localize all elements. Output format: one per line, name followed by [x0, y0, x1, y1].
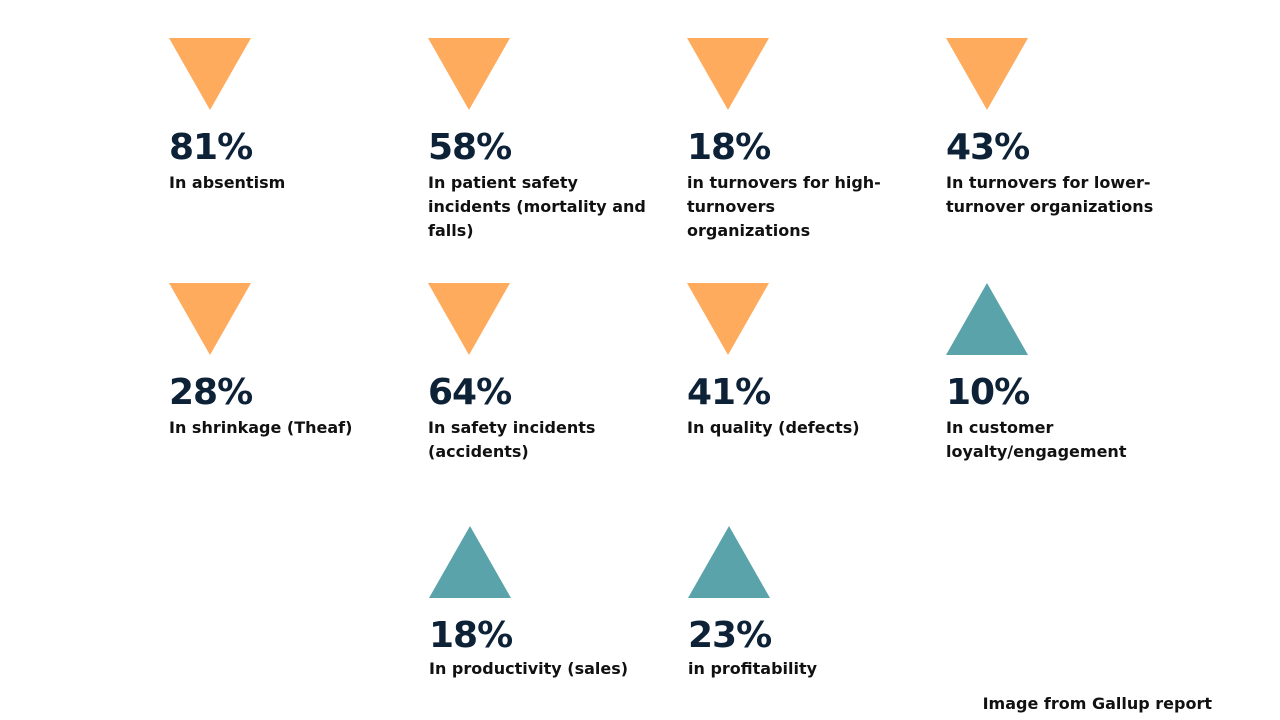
- stat-shrinkage: 28% In shrinkage (Theaf): [169, 283, 419, 437]
- stat-percent: 58%: [428, 127, 512, 168]
- stat-label: In productivity (sales): [429, 659, 629, 678]
- down-triangle-icon: [169, 283, 251, 355]
- stat-percent: 43%: [946, 127, 1030, 168]
- stat-label: In quality (defects): [687, 418, 860, 437]
- stat-absenteeism: 81% In absentism: [169, 38, 419, 192]
- stat-percent: 10%: [946, 372, 1030, 413]
- stat-label: in profitability: [688, 659, 818, 678]
- source-credit: Image from Gallup report: [982, 694, 1212, 713]
- down-triangle-icon: [687, 283, 769, 355]
- stat-label: In turnovers for lower-turnover organiza…: [946, 173, 1154, 216]
- stat-low-turnover: 43% In turnovers for lower-turnover orga…: [946, 38, 1196, 216]
- stat-quality: 41% In quality (defects): [687, 283, 937, 437]
- up-triangle-icon: [688, 526, 770, 598]
- stat-percent: 41%: [687, 372, 771, 413]
- stat-percent: 18%: [687, 127, 771, 168]
- stat-customer-loyalty: 10% In customer loyalty/engagement: [946, 283, 1196, 461]
- down-triangle-icon: [428, 283, 510, 355]
- stat-patient-safety: 58% In patient safety incidents (mortali…: [428, 38, 678, 240]
- down-triangle-icon: [169, 38, 251, 110]
- stat-productivity: 18% In productivity (sales): [429, 526, 679, 678]
- stat-label: In patient safety incidents (mortality a…: [428, 173, 646, 240]
- stat-percent: 64%: [428, 372, 512, 413]
- stat-percent: 18%: [429, 615, 513, 656]
- stat-profitability: 23% in profitability: [688, 526, 938, 678]
- stat-label: in turnovers for high-turnovers organiza…: [687, 173, 881, 240]
- up-triangle-icon: [429, 526, 511, 598]
- stat-percent: 28%: [169, 372, 253, 413]
- down-triangle-icon: [687, 38, 769, 110]
- stat-percent: 23%: [688, 615, 772, 656]
- down-triangle-icon: [428, 38, 510, 110]
- stat-label: In absentism: [169, 173, 286, 192]
- stat-safety-incidents: 64% In safety incidents (accidents): [428, 283, 678, 461]
- stat-high-turnover: 18% in turnovers for high-turnovers orga…: [687, 38, 937, 240]
- stat-percent: 81%: [169, 127, 253, 168]
- down-triangle-icon: [946, 38, 1028, 110]
- stat-label: In customer loyalty/engagement: [946, 418, 1127, 461]
- up-triangle-icon: [946, 283, 1028, 355]
- stat-label: In shrinkage (Theaf): [169, 418, 353, 437]
- stat-label: In safety incidents (accidents): [428, 418, 596, 461]
